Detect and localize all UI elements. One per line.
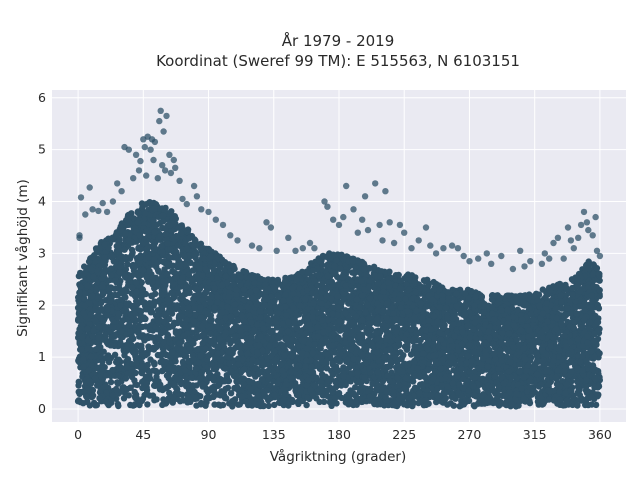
data-point	[395, 271, 402, 279]
data-point	[108, 252, 115, 260]
chart-title-line-1: År 1979 - 2019	[282, 31, 395, 50]
data-point	[247, 289, 254, 296]
data-point	[111, 351, 119, 358]
chart-title-line-2: Koordinat (Sweref 99 TM): E 515563, N 61…	[156, 52, 520, 70]
data-point	[211, 401, 218, 408]
data-point	[166, 389, 173, 397]
data-point	[107, 378, 115, 386]
data-point	[320, 398, 328, 405]
data-point	[90, 399, 98, 407]
data-point	[122, 294, 129, 301]
data-point	[189, 267, 197, 274]
data-point	[568, 276, 576, 283]
data-point	[459, 329, 466, 336]
data-point	[102, 266, 109, 273]
data-point	[386, 268, 393, 275]
data-point	[460, 401, 468, 408]
data-point	[370, 263, 378, 270]
data-point	[352, 384, 359, 391]
data-point	[234, 316, 241, 324]
data-point	[124, 356, 132, 363]
data-point	[100, 348, 107, 355]
data-points	[74, 107, 604, 410]
data-point	[169, 393, 177, 401]
